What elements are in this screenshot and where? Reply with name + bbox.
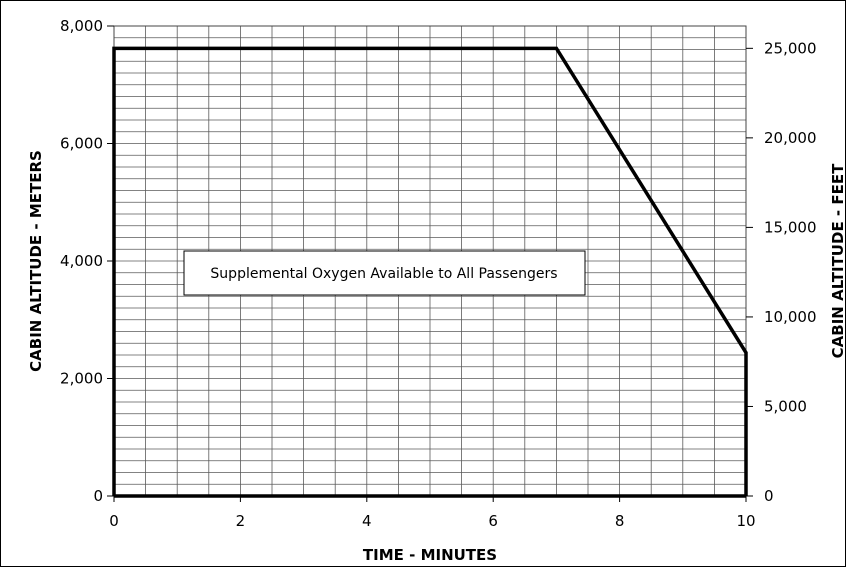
y-left-tick-label: 2,000 — [60, 370, 103, 388]
y-left-tick-label: 6,000 — [60, 135, 103, 153]
x-tick-label: 4 — [362, 512, 372, 530]
y-left-tick-label: 8,000 — [60, 17, 103, 35]
annotation-text: Supplemental Oxygen Available to All Pas… — [210, 266, 557, 282]
y-left-tick-label: 0 — [93, 487, 103, 505]
y-right-tick-label: 0 — [764, 487, 774, 505]
x-axis-title: TIME - MINUTES — [363, 546, 497, 564]
x-tick-label: 8 — [615, 512, 625, 530]
y-right-axis-title: CABIN ALTITUDE - FEET — [829, 163, 846, 358]
y-right-tick-label: 15,000 — [764, 218, 817, 236]
boundary-layer — [112, 46, 748, 498]
y-right-tick-label: 25,000 — [764, 39, 817, 57]
boundary-line — [112, 46, 748, 496]
x-tick-label: 6 — [488, 512, 498, 530]
x-tick-label: 10 — [736, 512, 755, 530]
y-right-tick-label: 10,000 — [764, 308, 817, 326]
y-left-tick-label: 4,000 — [60, 252, 103, 270]
annotation-box: Supplemental Oxygen Available to All Pas… — [183, 250, 586, 296]
x-tick-label: 2 — [236, 512, 246, 530]
annotation-rect — [183, 250, 586, 296]
x-tick-label: 0 — [109, 512, 119, 530]
tick-labels: 0 2 4 6 8 10 0 2,000 4,000 6,000 8,000 0 5,000 10,000… — [60, 17, 816, 530]
y-right-tick-label: 5,000 — [764, 397, 807, 415]
y-right-tick-label: 20,000 — [764, 129, 817, 147]
y-left-axis-title: CABIN ALTITUDE - METERS — [27, 150, 45, 372]
